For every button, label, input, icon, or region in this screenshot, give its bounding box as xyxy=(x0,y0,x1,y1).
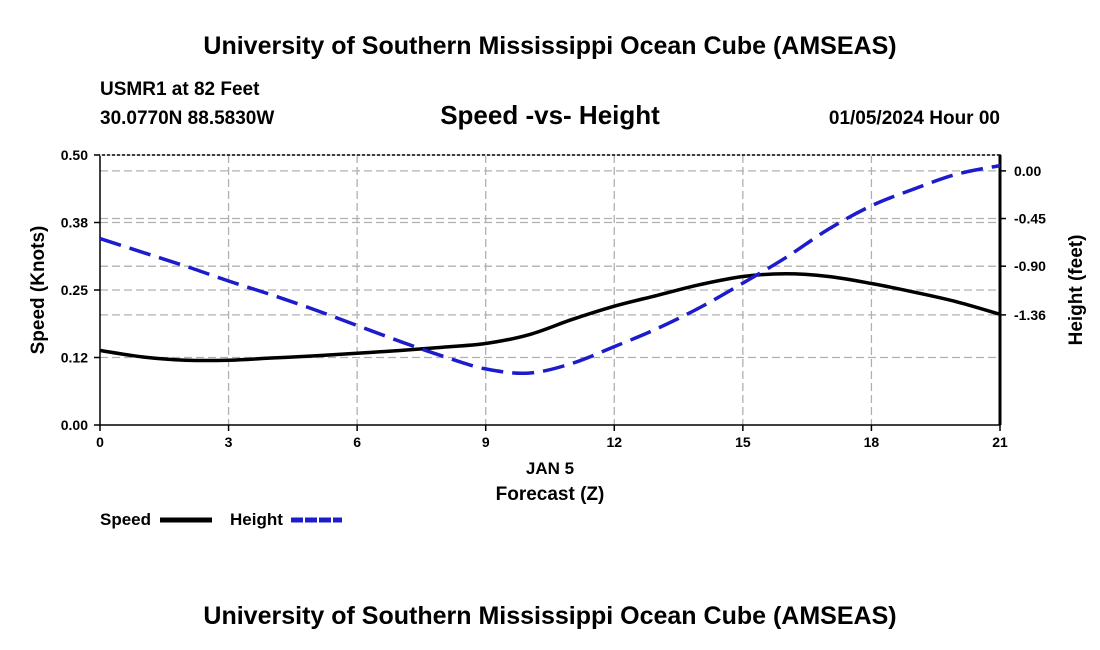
series-group xyxy=(99,163,1001,376)
datetime-label: 01/05/2024 Hour 00 xyxy=(829,108,1000,129)
x-axis-label: Forecast (Z) xyxy=(496,484,605,505)
footer-title: University of Southern Mississippi Ocean… xyxy=(203,602,896,630)
series-line-speed xyxy=(99,272,1001,363)
y2-axis-label: Height (feet) xyxy=(1066,235,1087,346)
x-tick-label-3: 9 xyxy=(482,434,490,450)
legend: Speed Height xyxy=(100,510,342,529)
x-tick-label-0: 0 xyxy=(96,434,104,450)
y2-tick-label-0: 0.00 xyxy=(1014,163,1041,179)
series-line-height xyxy=(99,163,1001,376)
x-tick-label-5: 15 xyxy=(735,434,751,450)
y-axis-ticks: 0.00 0.12 0.25 0.38 0.50 xyxy=(61,147,100,433)
x-tick-label-1: 3 xyxy=(225,434,233,450)
chart-title: Speed -vs- Height xyxy=(440,100,660,130)
location-label: 30.0770N 88.5830W xyxy=(100,108,274,129)
y-axis-label: Speed (Knots) xyxy=(28,226,49,355)
y-tick-label-4: 0.50 xyxy=(61,147,88,163)
figure-title: University of Southern Mississippi Ocean… xyxy=(203,32,896,60)
x-tick-label-2: 6 xyxy=(353,434,361,450)
y2-axis-ticks: 0.00 -0.45 -0.90 -1.36 xyxy=(1000,163,1046,323)
y-tick-label-2: 0.25 xyxy=(61,282,88,298)
y2-tick-label-2: -0.90 xyxy=(1014,258,1046,274)
legend-label-speed: Speed xyxy=(100,510,151,529)
y-tick-label-3: 0.38 xyxy=(61,215,88,231)
y-tick-label-1: 0.12 xyxy=(61,350,88,366)
y2-tick-label-3: -1.36 xyxy=(1014,307,1046,323)
y-tick-label-0: 0.00 xyxy=(61,417,88,433)
station-label: USMR1 at 82 Feet xyxy=(100,79,260,100)
x-tick-label-7: 21 xyxy=(992,434,1008,450)
x-axis-ticks: 0 3 6 9 12 15 18 21 xyxy=(96,425,1008,450)
y2-tick-label-1: -0.45 xyxy=(1014,211,1046,227)
grid-lines xyxy=(100,155,1000,425)
x-tick-label-6: 18 xyxy=(864,434,880,450)
x-tick-label-4: 12 xyxy=(606,434,622,450)
x-date-label: JAN 5 xyxy=(526,459,574,478)
legend-label-height: Height xyxy=(230,510,283,529)
